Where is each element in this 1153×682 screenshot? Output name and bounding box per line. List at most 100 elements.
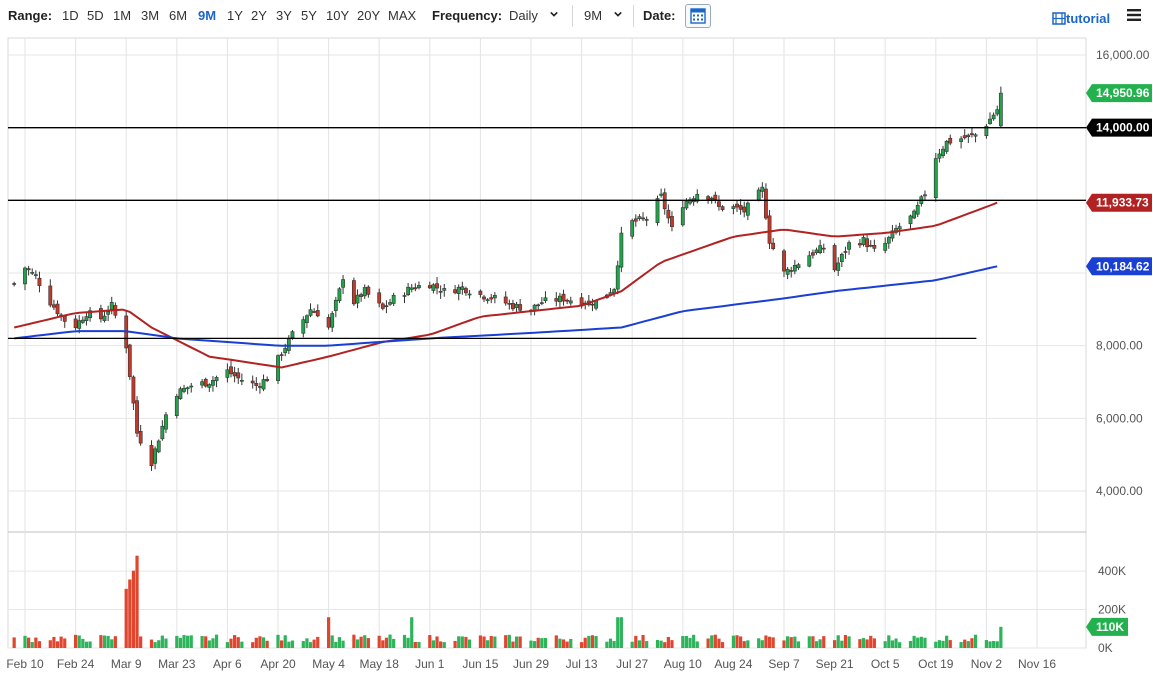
candle-body (377, 292, 382, 304)
candle-body (131, 376, 136, 404)
chevron-down-icon[interactable] (550, 10, 558, 18)
range-6m[interactable]: 6M (169, 8, 188, 23)
candle-body (839, 253, 844, 262)
volume-bar (814, 641, 819, 648)
candle-body (695, 194, 700, 202)
hamburger-menu-icon[interactable] (1126, 8, 1142, 22)
candle-body (337, 288, 342, 302)
volume-bar (204, 636, 208, 648)
toolbar: Range: 1D 5D 1M 3M 6M 9M 1Y 2Y 3Y 5Y 10Y… (0, 0, 1153, 34)
volume-bar (767, 636, 772, 648)
volume-bar (836, 635, 840, 648)
candle-body (796, 264, 801, 269)
price-tag-box (1086, 193, 1152, 212)
candle-body (341, 279, 345, 288)
price-tag: 10,184.62 (1086, 257, 1152, 276)
volume-bar (439, 641, 443, 648)
candle-body (283, 348, 288, 354)
volume-bar (128, 579, 132, 648)
candle-body (203, 378, 208, 387)
x-tick-label: Feb 10 (6, 657, 44, 671)
volume-bar (746, 640, 750, 648)
volume-tick-label: 0K (1098, 641, 1113, 655)
volume-bar (580, 642, 584, 648)
volume-bar (406, 637, 410, 648)
volume-bar (99, 635, 103, 648)
volume-bar (608, 638, 613, 648)
range-3y[interactable]: 3Y (276, 8, 292, 23)
volume-bar (417, 641, 421, 648)
price-tag-box (1086, 257, 1152, 276)
x-tick-label: Feb 24 (57, 657, 95, 671)
candle-body (286, 337, 291, 351)
candle-body (630, 220, 635, 237)
candle-body (391, 295, 396, 304)
volume-bar (569, 639, 573, 648)
candle-body (539, 302, 544, 304)
candle-body (189, 385, 194, 388)
candle-body (127, 344, 132, 377)
moving-average-200-line (14, 265, 998, 347)
frequency-dropdown[interactable]: Daily (509, 8, 538, 23)
volume-bar (543, 638, 548, 648)
volume-bar (229, 638, 233, 648)
volume-bar (616, 617, 620, 648)
candle-body (99, 308, 103, 320)
candle-body (897, 226, 902, 230)
candle-body (908, 215, 913, 225)
volume-bar (261, 637, 266, 648)
range-5y[interactable]: 5Y (301, 8, 317, 23)
range-9m[interactable]: 9M (198, 8, 217, 23)
range-2y[interactable]: 2Y (251, 8, 267, 23)
candle-body (782, 250, 786, 272)
range-1m[interactable]: 1M (113, 8, 132, 23)
candle-body (615, 265, 620, 290)
range-max[interactable]: MAX (388, 8, 417, 23)
volume-bar (464, 636, 468, 648)
volume-bar (720, 642, 725, 648)
range-3m[interactable]: 3M (141, 8, 160, 23)
x-tick-label: Mar 9 (111, 657, 142, 671)
candle-body (315, 310, 320, 317)
period-dropdown[interactable]: 9M (584, 8, 603, 23)
candle-body (84, 316, 89, 321)
price-tag-box (1086, 118, 1152, 137)
range-1y[interactable]: 1Y (227, 8, 243, 23)
volume-bar (681, 636, 685, 648)
candle-body (138, 430, 143, 444)
date-picker-button[interactable] (685, 4, 711, 28)
volume-bar (898, 642, 902, 648)
volume-bar (12, 637, 16, 648)
candle-body (764, 188, 768, 219)
range-1d[interactable]: 1D (62, 8, 79, 23)
volume-bar (717, 638, 721, 648)
candle-body (80, 319, 85, 323)
chevron-down-icon[interactable] (614, 10, 622, 18)
volume-bar (467, 639, 472, 648)
price-chart[interactable]: Feb 10 Feb 24 Mar 9 Mar 23 Apr 6 Apr 20 May 4 M… (0, 34, 1153, 682)
candle-body (30, 272, 35, 274)
candle-body (944, 140, 949, 152)
tutorial-link[interactable]: tutorial (1052, 11, 1110, 26)
range-10y[interactable]: 10Y (326, 8, 350, 23)
volume-bar (478, 635, 482, 648)
candle-body (590, 303, 595, 306)
volume-bar (807, 636, 811, 648)
range-5d[interactable]: 5D (87, 8, 104, 23)
candle-body (265, 379, 270, 382)
candle-body (998, 92, 1003, 127)
candle-body (670, 216, 674, 228)
volume-bar (63, 638, 67, 648)
volume-bar (88, 641, 92, 648)
candle-body (767, 215, 772, 244)
range-20y[interactable]: 20Y (357, 8, 381, 23)
candle-body (792, 265, 797, 272)
volume-bar (460, 636, 464, 648)
volume-bar (52, 636, 56, 648)
volume-bar (225, 642, 229, 648)
candle-body (456, 286, 461, 294)
volume-bar (482, 636, 486, 648)
volume-bar (688, 637, 692, 648)
volume-bar (583, 637, 587, 648)
y-tick-label: 16,000.00 (1096, 48, 1150, 62)
